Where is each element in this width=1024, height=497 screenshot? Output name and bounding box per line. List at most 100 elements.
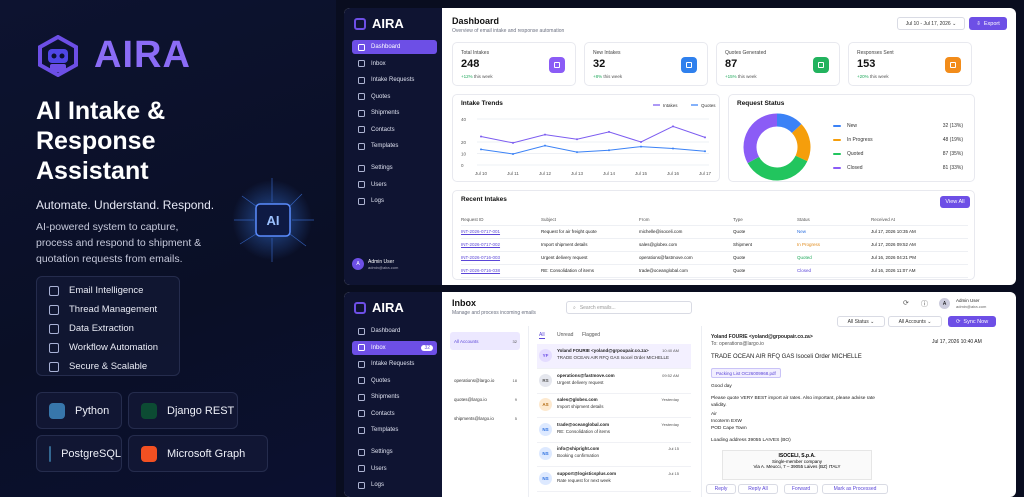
sidebar-item-shipments[interactable]: Shipments (352, 106, 437, 120)
message-subject: Booking confirmation (557, 453, 600, 458)
reply-all-button[interactable]: Reply All (738, 484, 778, 494)
trends-card: Intake Trends 40 20 10 0 Jul 10 Jul 11 Jul 12 J… (452, 94, 720, 182)
tech-badge: Microsoft Graph (128, 435, 268, 472)
sidebar-item-label: Logs (371, 198, 385, 204)
table-cell: Import shipment details (541, 242, 588, 247)
email-body-line: Incoterm EXW (711, 419, 742, 424)
sidebar-item-logs[interactable]: Logs (352, 194, 437, 208)
sidebar-item-contacts[interactable]: Contacts (352, 123, 437, 137)
sidebar-item-label: Quotes (371, 93, 391, 100)
message-from: Yoland FOURIE <yoland@grpoupair.co.za> (557, 348, 649, 353)
data-point (480, 148, 482, 151)
table-cell: trade@oceanglobal.com (639, 268, 688, 273)
sidebar-item-quotes[interactable]: Quotes (352, 374, 437, 388)
sidebar-item-inbox[interactable]: Inbox 32 (352, 340, 437, 355)
stat-change-value: +15% (725, 74, 737, 79)
hero-tagline: Automate. Understand. Respond. (36, 198, 215, 212)
message-date: Yesterday (661, 421, 679, 427)
account-item[interactable]: operations@largo.io 18 (450, 373, 520, 387)
sidebar-item-users[interactable]: Users (352, 462, 437, 476)
table-cell: Jul 16, 2026 04:21 PM (871, 255, 917, 260)
tab-unread[interactable]: Unread (557, 332, 574, 338)
message-from: trade@oceanglobal.com (557, 421, 610, 427)
message-subject: RE: Consolidation of items (557, 428, 611, 434)
sidebar-item-label: Contacts (371, 410, 395, 417)
search-icon: ⌕ (573, 304, 576, 311)
request-id-link[interactable]: INT-2026-0717-002 (461, 242, 501, 247)
account-item[interactable]: All Accounts 32 (450, 332, 520, 350)
refresh-icon[interactable]: ⟳ (903, 300, 909, 307)
column-header: Subject (541, 217, 557, 222)
email-search-input[interactable]: ⌕ Search emails... (566, 301, 692, 314)
data-point (608, 149, 610, 152)
sidebar-item-shipments[interactable]: Shipments (352, 390, 437, 404)
sync-now-button[interactable]: ⟳ Sync Now (948, 316, 996, 327)
sidebar-item-quotes[interactable]: Quotes (352, 90, 437, 104)
sidebar-item-dashboard[interactable]: Dashboard (352, 40, 437, 54)
date-range-picker[interactable]: Jul 10 - Jul 17, 2026 ⌄ (897, 17, 965, 30)
python-icon (49, 402, 65, 419)
view-all-button[interactable]: View All (940, 196, 970, 208)
status-filter-select[interactable]: All Status ⌄ (837, 316, 885, 327)
table-cell: Jul 16, 2026 11:07 AM (871, 268, 916, 273)
email-from: Yoland FOURIE <yoland@grpoupair.co.za> (711, 334, 813, 340)
series-line-quotes (480, 145, 706, 155)
tab-all[interactable]: All (539, 332, 545, 339)
mark-as-processed-button[interactable]: Mark as Processed (822, 484, 888, 494)
tab-flagged[interactable]: Flagged (582, 332, 601, 338)
table-cell: Jul 17, 2026 09:52 AM (871, 242, 916, 247)
list-item[interactable]: AS sales@globex.com Import shipment detail… (537, 393, 691, 418)
feature-item: Data Extraction (37, 319, 179, 338)
sidebar-item-templates[interactable]: Templates (352, 139, 437, 153)
sidebar-item-logs[interactable]: Logs (352, 478, 437, 492)
status-swatch (833, 167, 841, 169)
table-cell: Quote (733, 255, 746, 260)
account-count: 9 (514, 396, 517, 402)
data-point (480, 135, 482, 138)
sidebar-item-label: Settings (371, 449, 393, 455)
list-item[interactable]: NS support@logisticsplus.com Rate request … (537, 467, 691, 492)
list-item[interactable]: YF Yoland FOURIE <yoland@grpoupair.co.za>… (537, 344, 691, 369)
sidebar-item-inbox[interactable]: Inbox (352, 57, 437, 71)
sidebar-item-dashboard[interactable]: Dashboard (352, 324, 437, 338)
status-swatch (833, 125, 841, 127)
accounts-filter-select[interactable]: All Accounts ⌄ (888, 316, 942, 327)
list-item[interactable]: RS operations@fastmove.com Urgent delivery… (537, 369, 691, 394)
shipments-icon (358, 393, 365, 401)
user-avatar[interactable]: A (939, 298, 950, 309)
email-body-line: Please quote VERY BEST import air rates.… (711, 396, 875, 401)
message-subject: TRADE OCEAN AIR RFQ GAS Isocel Order MIC… (557, 355, 670, 360)
forward-button[interactable]: Forward (784, 484, 818, 494)
request-id-link[interactable]: INT-2026-0716-003 (461, 255, 501, 260)
help-icon[interactable]: ⓘ (921, 301, 928, 308)
export-button[interactable]: ⇩ Export (969, 17, 1007, 30)
request-id-link[interactable]: INT-2026-0716-038 (461, 268, 501, 273)
attachment-chip[interactable]: Packing List OC26009968.pdf (711, 368, 781, 378)
x-tick-label: Jul 11 (507, 171, 519, 176)
sidebar-item-intake-requests[interactable]: Intake Requests (352, 73, 437, 87)
message-date: Yesterday (661, 397, 679, 402)
email-body-line: validity. (711, 403, 727, 408)
request-id-link[interactable]: INT-2026-0717-001 (461, 229, 501, 234)
list-item[interactable]: NS info@shipright.com Booking confirmation… (537, 442, 691, 467)
feature-item: Thread Management (37, 300, 179, 319)
data-point (576, 151, 578, 154)
sidebar-item-settings[interactable]: Settings (352, 161, 437, 175)
sidebar-item-contacts[interactable]: Contacts (352, 407, 437, 421)
inbox-icon (358, 344, 365, 351)
account-item[interactable]: shipments@largo.io 5 (450, 411, 520, 425)
sidebar-item-intake-requests[interactable]: Intake Requests (352, 357, 437, 371)
account-item[interactable]: quotes@largo.io 9 (450, 392, 520, 406)
sidebar-item-settings[interactable]: Settings (352, 445, 437, 459)
sidebar-user[interactable]: A Admin User admin@aira.com (352, 256, 436, 272)
table-cell: In Progress (797, 242, 821, 247)
logs-icon (358, 197, 365, 205)
settings-icon (358, 448, 365, 456)
sidebar-item-users[interactable]: Users (352, 178, 437, 192)
sidebar-item-label: Intake Requests (371, 361, 415, 367)
list-item[interactable]: NS trade@oceanglobal.com RE: Consolidation… (537, 418, 691, 443)
tech-badge: Django REST (128, 392, 238, 429)
sidebar-item-templates[interactable]: Templates (352, 423, 437, 437)
reply-button[interactable]: Reply (706, 484, 736, 494)
stat-change-note: this week (869, 74, 889, 79)
